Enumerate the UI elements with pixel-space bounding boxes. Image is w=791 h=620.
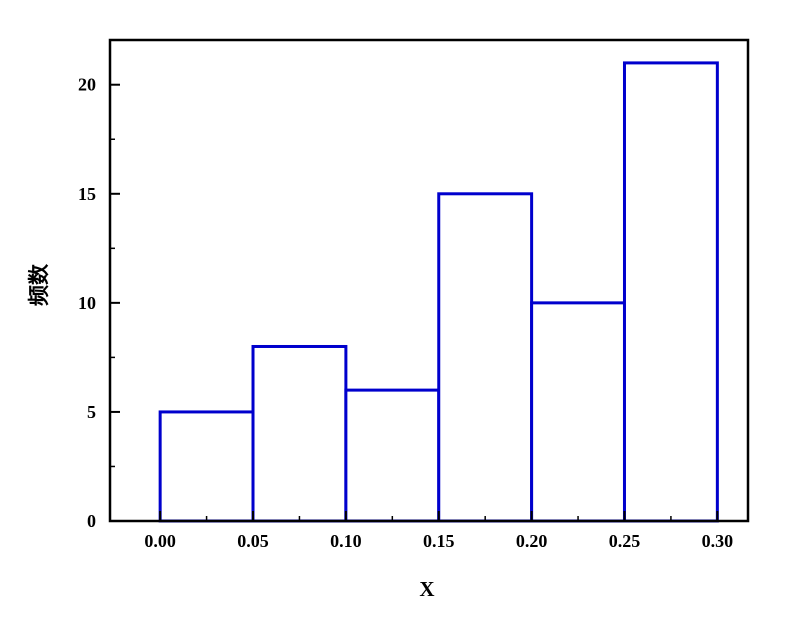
x-tick-label: 0.05 <box>237 531 269 551</box>
histogram-bar <box>622 61 719 523</box>
x-tick-label: 0.15 <box>423 531 455 551</box>
y-tick-label: 5 <box>87 402 96 422</box>
histogram-bar <box>158 410 255 523</box>
axis-ticks <box>110 83 719 522</box>
plot-frame <box>108 38 750 523</box>
axes-box <box>108 38 750 523</box>
y-axis-label: 频数 <box>27 263 51 306</box>
plot-bars <box>158 61 719 523</box>
histogram-bar <box>344 388 441 523</box>
y-tick-label: 15 <box>78 184 96 204</box>
axis-tick-labels: 0.00 0.05 0.10 0.15 0.20 0.25 0.30 0 5 10 15 20 <box>78 75 733 551</box>
x-tick-label: 0.00 <box>144 531 176 551</box>
x-tick-label: 0.30 <box>702 531 734 551</box>
x-tick-label: 0.20 <box>516 531 548 551</box>
x-tick-label: 0.10 <box>330 531 362 551</box>
histogram-bar <box>530 301 626 523</box>
x-tick-label: 0.25 <box>609 531 641 551</box>
y-tick-label: 0 <box>87 511 96 531</box>
y-tick-label: 10 <box>78 293 96 313</box>
histogram-bar <box>251 344 348 523</box>
x-axis-label: X <box>419 577 434 601</box>
y-tick-label: 20 <box>78 75 96 95</box>
histogram-bar <box>437 192 534 523</box>
